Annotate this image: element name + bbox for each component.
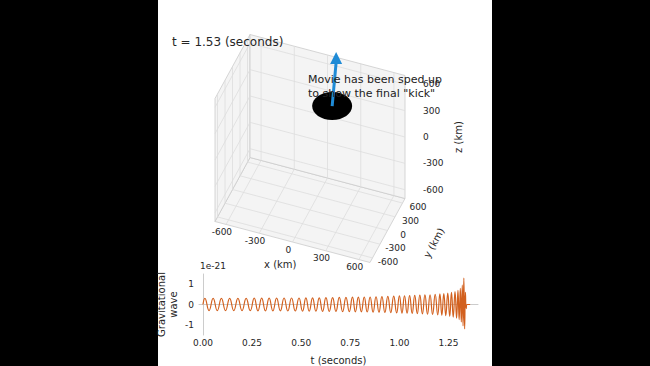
svg-text:0.75: 0.75 <box>340 338 360 348</box>
svg-text:0: 0 <box>400 230 406 240</box>
svg-text:300: 300 <box>402 216 419 226</box>
svg-text:y (km): y (km) <box>421 226 446 260</box>
svg-text:-600: -600 <box>212 227 233 237</box>
svg-text:0.50: 0.50 <box>291 338 311 348</box>
svg-text:t = 1.53 (seconds): t = 1.53 (seconds) <box>172 35 283 49</box>
svg-text:0.25: 0.25 <box>242 338 262 348</box>
svg-text:-300: -300 <box>245 236 266 246</box>
svg-text:1.00: 1.00 <box>389 338 409 348</box>
svg-text:0: 0 <box>188 300 194 310</box>
svg-text:0.00: 0.00 <box>193 338 213 348</box>
svg-text:-600: -600 <box>378 257 399 267</box>
svg-text:600: 600 <box>409 202 426 212</box>
svg-text:300: 300 <box>423 106 440 116</box>
svg-text:wave: wave <box>168 291 179 317</box>
svg-text:0: 0 <box>423 132 429 142</box>
svg-text:-300: -300 <box>385 243 406 253</box>
svg-text:Movie has been sped up: Movie has been sped up <box>308 73 442 86</box>
svg-text:t (seconds): t (seconds) <box>311 355 367 366</box>
svg-text:-600: -600 <box>423 185 444 195</box>
svg-text:1: 1 <box>188 279 194 289</box>
svg-text:0: 0 <box>285 245 291 255</box>
svg-text:1e-21: 1e-21 <box>200 261 226 271</box>
svg-text:z (km): z (km) <box>453 121 464 153</box>
svg-text:600: 600 <box>346 262 363 272</box>
svg-text:-300: -300 <box>423 158 444 168</box>
svg-text:to show the final "kick": to show the final "kick" <box>308 87 435 100</box>
svg-text:1.25: 1.25 <box>439 338 459 348</box>
svg-text:Gravitational: Gravitational <box>156 272 167 337</box>
svg-text:-1: -1 <box>185 320 194 330</box>
svg-text:x (km): x (km) <box>264 259 297 270</box>
svg-text:300: 300 <box>313 253 330 263</box>
